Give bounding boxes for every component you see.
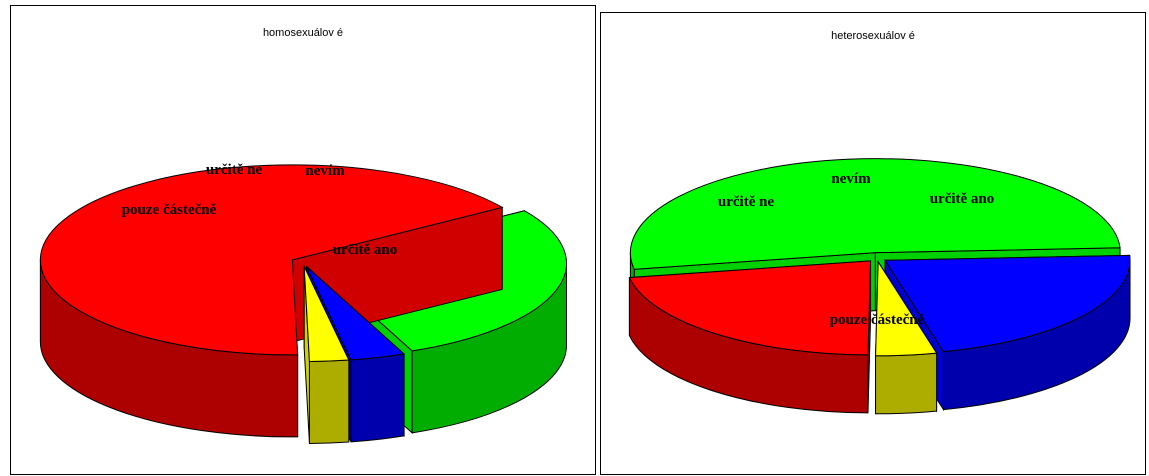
pie-slice-top xyxy=(628,260,872,356)
pie-slice-top xyxy=(39,164,504,356)
pie-slice-rim xyxy=(308,359,350,444)
pie-slice-top xyxy=(884,254,1131,353)
chart-panel-homosexual: homosexuálov é určitě ano pouze částečně u… xyxy=(10,5,596,475)
slice-label-nevim: nevím xyxy=(305,163,345,179)
pie-slice-top xyxy=(875,260,938,357)
pie-slice-urcite-ano xyxy=(628,260,872,414)
slice-label-pouze-castecne: pouze částečně xyxy=(122,202,217,218)
slice-label-pouze-castecne: pouze částečně xyxy=(830,312,925,328)
chart-title: homosexuálov é xyxy=(262,27,344,39)
pie-slice-top xyxy=(629,158,1121,270)
slice-label-nevim: nevím xyxy=(831,171,871,187)
pie-slice-top xyxy=(303,266,350,362)
pie-chart-heterosexual: určitě ano pouze částečně určitě ne nevím xyxy=(628,158,1131,415)
chart-panel-heterosexual: heterosexuálov é určitě ano pouze částečn… xyxy=(600,12,1146,475)
slice-label-urcite-ne: určitě ne xyxy=(718,194,775,210)
pie-slice-nevim xyxy=(303,266,350,444)
pie-slice-rim xyxy=(875,352,938,415)
pie-slice-top xyxy=(305,265,406,361)
pie-slice-rim xyxy=(350,353,405,443)
pie-chart-homosexual: určitě ano pouze částečně určitě ne nevím xyxy=(39,162,567,444)
slice-label-urcite-ano: určitě ano xyxy=(930,191,995,207)
slice-label-urcite-ano: určitě ano xyxy=(333,242,398,258)
chart-title: heterosexuálov é xyxy=(831,30,915,42)
pie-slice-nevim xyxy=(875,260,938,415)
slice-label-urcite-ne: určitě ne xyxy=(206,162,263,178)
